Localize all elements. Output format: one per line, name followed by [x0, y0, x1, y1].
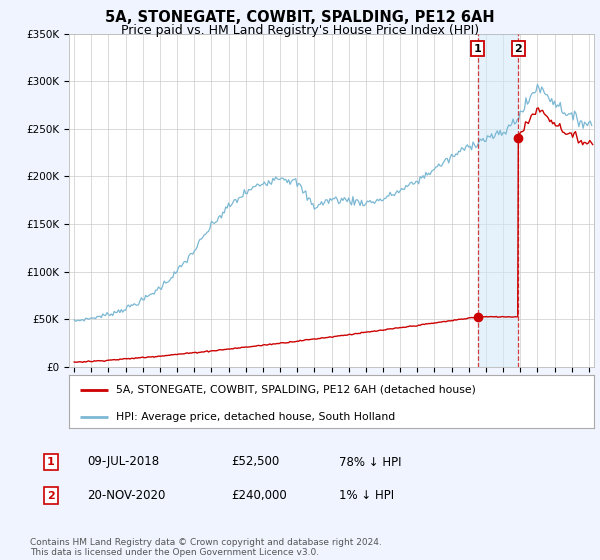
Text: 20-NOV-2020: 20-NOV-2020: [87, 489, 166, 502]
Bar: [478, 34, 518, 367]
Text: 1: 1: [47, 457, 55, 467]
Text: 78% ↓ HPI: 78% ↓ HPI: [339, 455, 401, 469]
Text: HPI: Average price, detached house, South Holland: HPI: Average price, detached house, Sout…: [116, 412, 395, 422]
Text: Price paid vs. HM Land Registry's House Price Index (HPI): Price paid vs. HM Land Registry's House …: [121, 24, 479, 37]
Text: 09-JUL-2018: 09-JUL-2018: [87, 455, 159, 469]
Text: 1: 1: [474, 44, 482, 54]
Text: 1% ↓ HPI: 1% ↓ HPI: [339, 489, 394, 502]
Text: 5A, STONEGATE, COWBIT, SPALDING, PE12 6AH (detached house): 5A, STONEGATE, COWBIT, SPALDING, PE12 6A…: [116, 385, 476, 395]
Text: Contains HM Land Registry data © Crown copyright and database right 2024.
This d: Contains HM Land Registry data © Crown c…: [30, 538, 382, 557]
Text: 2: 2: [514, 44, 522, 54]
Text: 5A, STONEGATE, COWBIT, SPALDING, PE12 6AH: 5A, STONEGATE, COWBIT, SPALDING, PE12 6A…: [105, 10, 495, 25]
Text: £52,500: £52,500: [231, 455, 279, 469]
Text: 2: 2: [47, 491, 55, 501]
Text: £240,000: £240,000: [231, 489, 287, 502]
